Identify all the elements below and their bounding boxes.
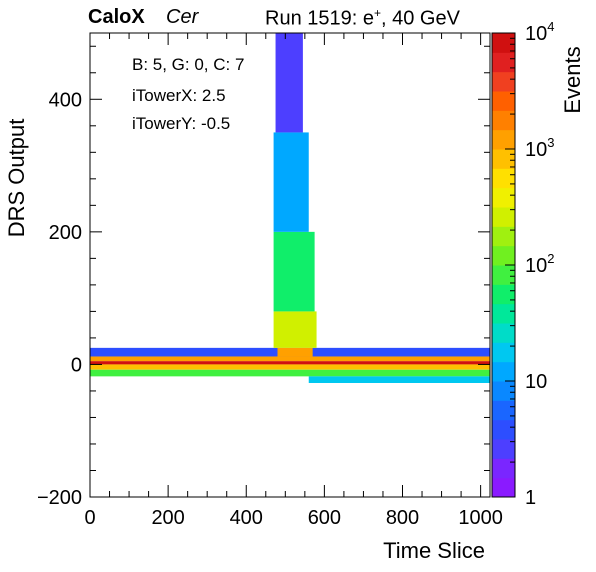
palette-swatch (492, 439, 515, 459)
heatmap-cell-pulse-body (273, 311, 317, 348)
heatmap-cell-baseline-lower-halo (90, 369, 490, 377)
y-axis: −200 0 200 400 (37, 45, 490, 509)
palette-swatch (492, 284, 515, 305)
x-tick-label: 600 (308, 507, 341, 529)
palette-swatch (492, 71, 515, 92)
palette-swatch (492, 361, 515, 382)
plot-frame (89, 32, 491, 498)
palette-swatch (492, 458, 515, 479)
heatmap-cell-baseline-lower (90, 364, 490, 370)
palette-swatch (492, 477, 515, 498)
palette-swatch (492, 342, 515, 363)
x-axis: 0 200 400 600 800 1000 (84, 33, 503, 529)
x-tick-label: 400 (230, 507, 263, 529)
palette-swatch (492, 207, 515, 227)
heatmap-cell-pulse-upper (273, 132, 309, 232)
palette-swatch (492, 303, 515, 324)
info-line-bgc: B: 5, G: 0, C: 7 (132, 55, 245, 74)
heatmap-cell-late-undershoot (308, 376, 490, 383)
y-tick-label: −200 (37, 487, 82, 509)
palette-swatch (492, 110, 515, 131)
z-tick-label: 104 (525, 19, 554, 45)
palette-swatch (492, 187, 515, 208)
x-tick-label: 800 (386, 507, 419, 529)
heatmap-cell-pulse-peak (277, 347, 313, 357)
y-tick-label: 0 (71, 354, 82, 376)
heatmap-cell-pulse-mid (273, 231, 315, 312)
experiment-label: CaloX (88, 6, 145, 28)
heatmap-cell-baseline-upper (90, 356, 490, 362)
palette-swatch (492, 52, 515, 73)
run-label: Run 1519: e+, 40 GeV (265, 6, 460, 31)
palette-swatch (492, 33, 515, 53)
x-axis-title: Time Slice (383, 538, 485, 563)
palette-swatch (492, 129, 515, 150)
z-tick-label: 102 (525, 251, 554, 277)
run-text: Run 1519: e (265, 7, 374, 30)
palette-swatch (492, 265, 515, 285)
palette-swatch (492, 91, 515, 111)
x-tick-label: 1000 (458, 507, 503, 529)
z-tick-label: 103 (525, 135, 554, 161)
y-tick-label: 400 (49, 89, 82, 111)
heatmap-cell-pulse-tail (275, 33, 303, 133)
palette-swatch (492, 168, 515, 189)
run-energy: , 40 GeV (381, 7, 460, 30)
x-tick-label: 0 (84, 507, 95, 529)
palette-swatch (492, 381, 515, 401)
x-tick-label: 200 (151, 507, 184, 529)
run-superscript: + (373, 6, 381, 20)
z-tick-exponent: 2 (547, 251, 554, 266)
palette-swatch (492, 419, 515, 440)
z-tick-exponent: 4 (547, 19, 554, 34)
channel-label: Cer (166, 6, 199, 28)
palette-swatch (492, 245, 515, 266)
palette-swatch (492, 323, 515, 343)
y-tick-label: 200 (49, 222, 82, 244)
z-axis-title: Events (560, 46, 585, 113)
palette-swatch (492, 226, 515, 247)
palette-swatch (492, 149, 515, 169)
heatmap-cells (90, 33, 490, 383)
info-line-itowery: iTowerY: -0.5 (132, 114, 231, 133)
z-tick-exponent: 3 (547, 135, 554, 150)
plot-border (89, 32, 491, 498)
z-tick-label: 10 (525, 371, 547, 393)
y-axis-title: DRS Output (4, 119, 29, 238)
info-line-itowerx: iTowerX: 2.5 (132, 86, 226, 105)
color-scale-bar (491, 32, 516, 498)
palette-swatch (492, 400, 515, 421)
heatmap-cell-baseline-core (90, 361, 490, 365)
z-tick-label: 1 (525, 487, 536, 509)
